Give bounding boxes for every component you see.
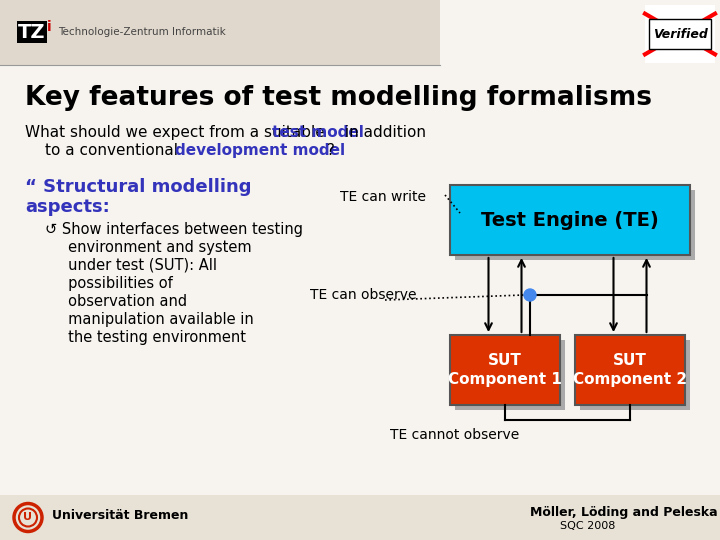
Circle shape (524, 289, 536, 301)
Text: TE can write: TE can write (340, 190, 426, 204)
Text: SQC 2008: SQC 2008 (560, 521, 616, 530)
Text: ↺ Show interfaces between testing: ↺ Show interfaces between testing (45, 222, 303, 237)
Text: TZ: TZ (18, 23, 45, 42)
Text: test model: test model (272, 125, 364, 140)
Text: ?: ? (322, 143, 335, 158)
Bar (450, 185, 690, 255)
Bar (575, 335, 685, 405)
Bar (450, 335, 560, 405)
Text: Technologie-Zentrum Informatik: Technologie-Zentrum Informatik (58, 27, 226, 37)
Bar (0, 0, 440, 65)
Text: “ Structural modelling: “ Structural modelling (25, 178, 251, 196)
Text: U: U (24, 512, 32, 523)
Bar (580, 340, 690, 410)
Text: manipulation available in: manipulation available in (45, 312, 253, 327)
Bar (455, 190, 695, 260)
Text: SUT
Component 1: SUT Component 1 (448, 353, 562, 387)
Text: in addition: in addition (340, 125, 426, 140)
Text: SUT
Component 2: SUT Component 2 (573, 353, 687, 387)
Text: Universität Bremen: Universität Bremen (52, 509, 189, 522)
Text: the testing environment: the testing environment (45, 330, 246, 345)
Text: under test (SUT): All: under test (SUT): All (45, 258, 217, 273)
Text: possibilities of: possibilities of (45, 276, 173, 291)
Text: observation and: observation and (45, 294, 187, 309)
Text: aspects:: aspects: (25, 198, 109, 216)
Text: TZ: TZ (18, 23, 45, 42)
Bar (0, 495, 720, 540)
Text: to a conventional: to a conventional (45, 143, 183, 158)
Text: What should we expect from a suitable: What should we expect from a suitable (25, 125, 330, 140)
Text: environment and system: environment and system (45, 240, 251, 255)
Text: Verified: Verified (652, 28, 708, 40)
Text: Test Engine (TE): Test Engine (TE) (481, 211, 659, 229)
Text: Möller, Löding and Peleska: Möller, Löding and Peleska (530, 506, 718, 519)
Bar (0, 0, 720, 65)
Text: development model: development model (175, 143, 345, 158)
Bar (645, 5, 715, 63)
Bar (440, 0, 720, 65)
Text: Key features of test modelling formalisms: Key features of test modelling formalism… (25, 85, 652, 111)
Bar (455, 340, 565, 410)
Text: i: i (47, 20, 52, 34)
Text: TE cannot observe: TE cannot observe (390, 428, 519, 442)
Bar (649, 19, 711, 49)
Text: TE can observe: TE can observe (310, 288, 416, 302)
